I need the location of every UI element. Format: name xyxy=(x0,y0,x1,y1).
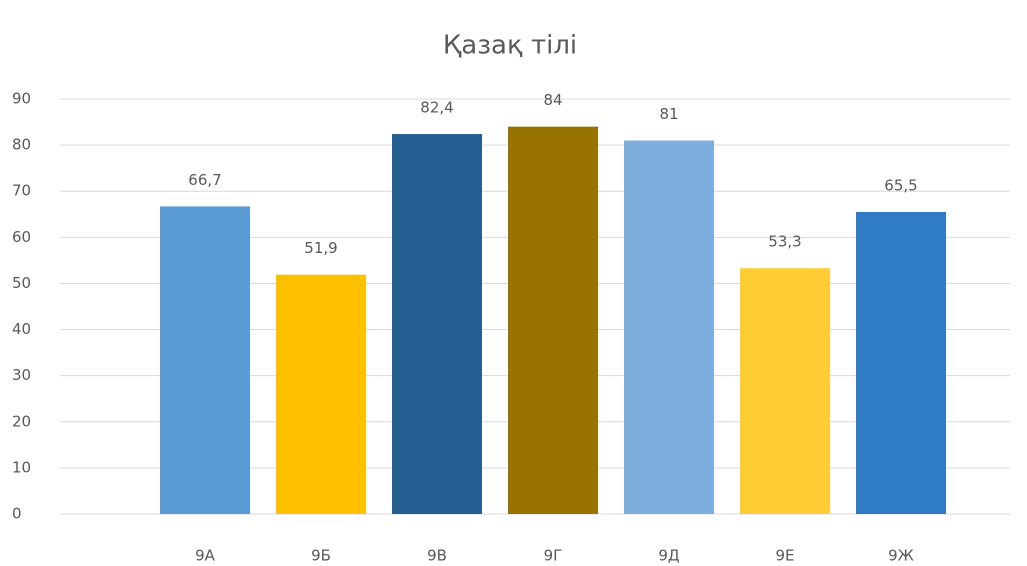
x-tick-label: 9Д xyxy=(658,547,679,565)
y-tick-label: 90 xyxy=(12,90,31,108)
data-label: 66,7 xyxy=(188,171,221,189)
x-tick-label: 9Г xyxy=(544,547,563,565)
bar xyxy=(508,126,598,515)
y-tick-label: 80 xyxy=(12,136,31,154)
x-tick-label: 9А xyxy=(195,547,216,565)
y-tick-label: 70 xyxy=(12,182,31,200)
y-tick-label: 10 xyxy=(12,458,31,476)
y-tick-label: 0 xyxy=(12,505,22,523)
bar xyxy=(740,268,830,514)
x-tick-label: 9В xyxy=(427,547,447,565)
data-label: 65,5 xyxy=(884,176,917,194)
data-label: 53,3 xyxy=(768,233,801,251)
data-label: 82,4 xyxy=(420,99,453,117)
bar xyxy=(392,134,482,515)
bar xyxy=(856,211,946,514)
bar xyxy=(276,274,366,514)
bar xyxy=(624,140,714,514)
chart-title: Қазақ тілі xyxy=(443,31,577,61)
x-tick-label: 9Е xyxy=(775,547,794,565)
bar xyxy=(160,206,250,514)
y-tick-label: 20 xyxy=(12,412,31,430)
data-label: 51,9 xyxy=(304,239,337,257)
y-tick-label: 60 xyxy=(12,228,31,246)
data-label: 81 xyxy=(659,105,678,123)
y-tick-label: 50 xyxy=(12,274,31,292)
x-tick-label: 9Б xyxy=(311,547,331,565)
x-tick-label: 9Ж xyxy=(888,547,914,565)
y-tick-label: 40 xyxy=(12,320,31,338)
y-tick-label: 30 xyxy=(12,366,31,384)
data-label: 84 xyxy=(543,91,562,109)
